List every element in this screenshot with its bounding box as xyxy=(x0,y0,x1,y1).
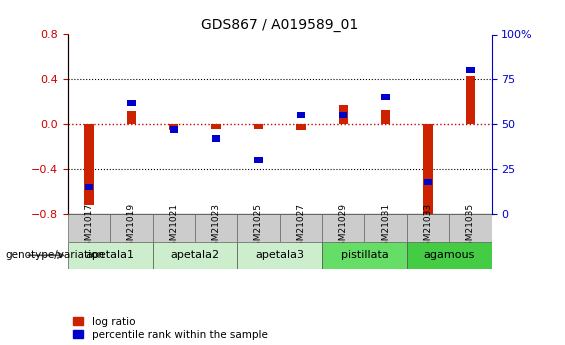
Bar xyxy=(339,112,347,118)
Bar xyxy=(296,124,306,130)
Bar xyxy=(381,110,390,124)
Text: GSM21027: GSM21027 xyxy=(297,203,305,252)
Bar xyxy=(127,111,136,124)
Bar xyxy=(212,136,220,142)
Bar xyxy=(338,105,348,124)
Bar xyxy=(127,100,136,106)
Bar xyxy=(153,241,237,269)
Text: GSM21019: GSM21019 xyxy=(127,203,136,252)
Bar xyxy=(364,214,407,242)
Text: GSM21035: GSM21035 xyxy=(466,203,475,252)
Bar xyxy=(381,94,390,100)
Text: GSM21021: GSM21021 xyxy=(170,203,178,252)
Text: GSM21033: GSM21033 xyxy=(424,203,432,252)
Bar xyxy=(237,214,280,242)
Bar xyxy=(424,178,432,185)
Bar xyxy=(170,127,178,133)
Bar xyxy=(110,214,153,242)
Text: genotype/variation: genotype/variation xyxy=(6,250,105,260)
Text: pistillata: pistillata xyxy=(341,250,388,260)
Bar xyxy=(169,124,179,130)
Text: GSM21023: GSM21023 xyxy=(212,203,220,252)
Bar xyxy=(449,214,492,242)
Bar xyxy=(297,112,305,118)
Bar xyxy=(68,241,153,269)
Title: GDS867 / A019589_01: GDS867 / A019589_01 xyxy=(201,18,358,32)
Bar xyxy=(407,214,449,242)
Bar xyxy=(407,241,492,269)
Text: apetala1: apetala1 xyxy=(86,250,134,260)
Bar xyxy=(153,214,195,242)
Text: GSM21017: GSM21017 xyxy=(85,203,93,252)
Bar xyxy=(423,124,433,216)
Bar xyxy=(84,124,94,205)
Bar xyxy=(68,214,110,242)
Text: apetala2: apetala2 xyxy=(171,250,219,260)
Bar xyxy=(254,124,263,129)
Bar xyxy=(195,214,237,242)
Bar xyxy=(322,241,407,269)
Bar xyxy=(466,76,475,124)
Text: GSM21031: GSM21031 xyxy=(381,203,390,252)
Text: apetala3: apetala3 xyxy=(255,250,304,260)
Bar xyxy=(254,157,263,163)
Text: agamous: agamous xyxy=(424,250,475,260)
Bar xyxy=(211,124,221,129)
Bar xyxy=(85,184,93,190)
Bar xyxy=(280,214,322,242)
Text: GSM21029: GSM21029 xyxy=(339,203,347,252)
Bar xyxy=(466,67,475,73)
Legend: log ratio, percentile rank within the sample: log ratio, percentile rank within the sa… xyxy=(73,317,268,340)
Bar xyxy=(322,214,364,242)
Text: GSM21025: GSM21025 xyxy=(254,203,263,252)
Bar xyxy=(237,241,322,269)
